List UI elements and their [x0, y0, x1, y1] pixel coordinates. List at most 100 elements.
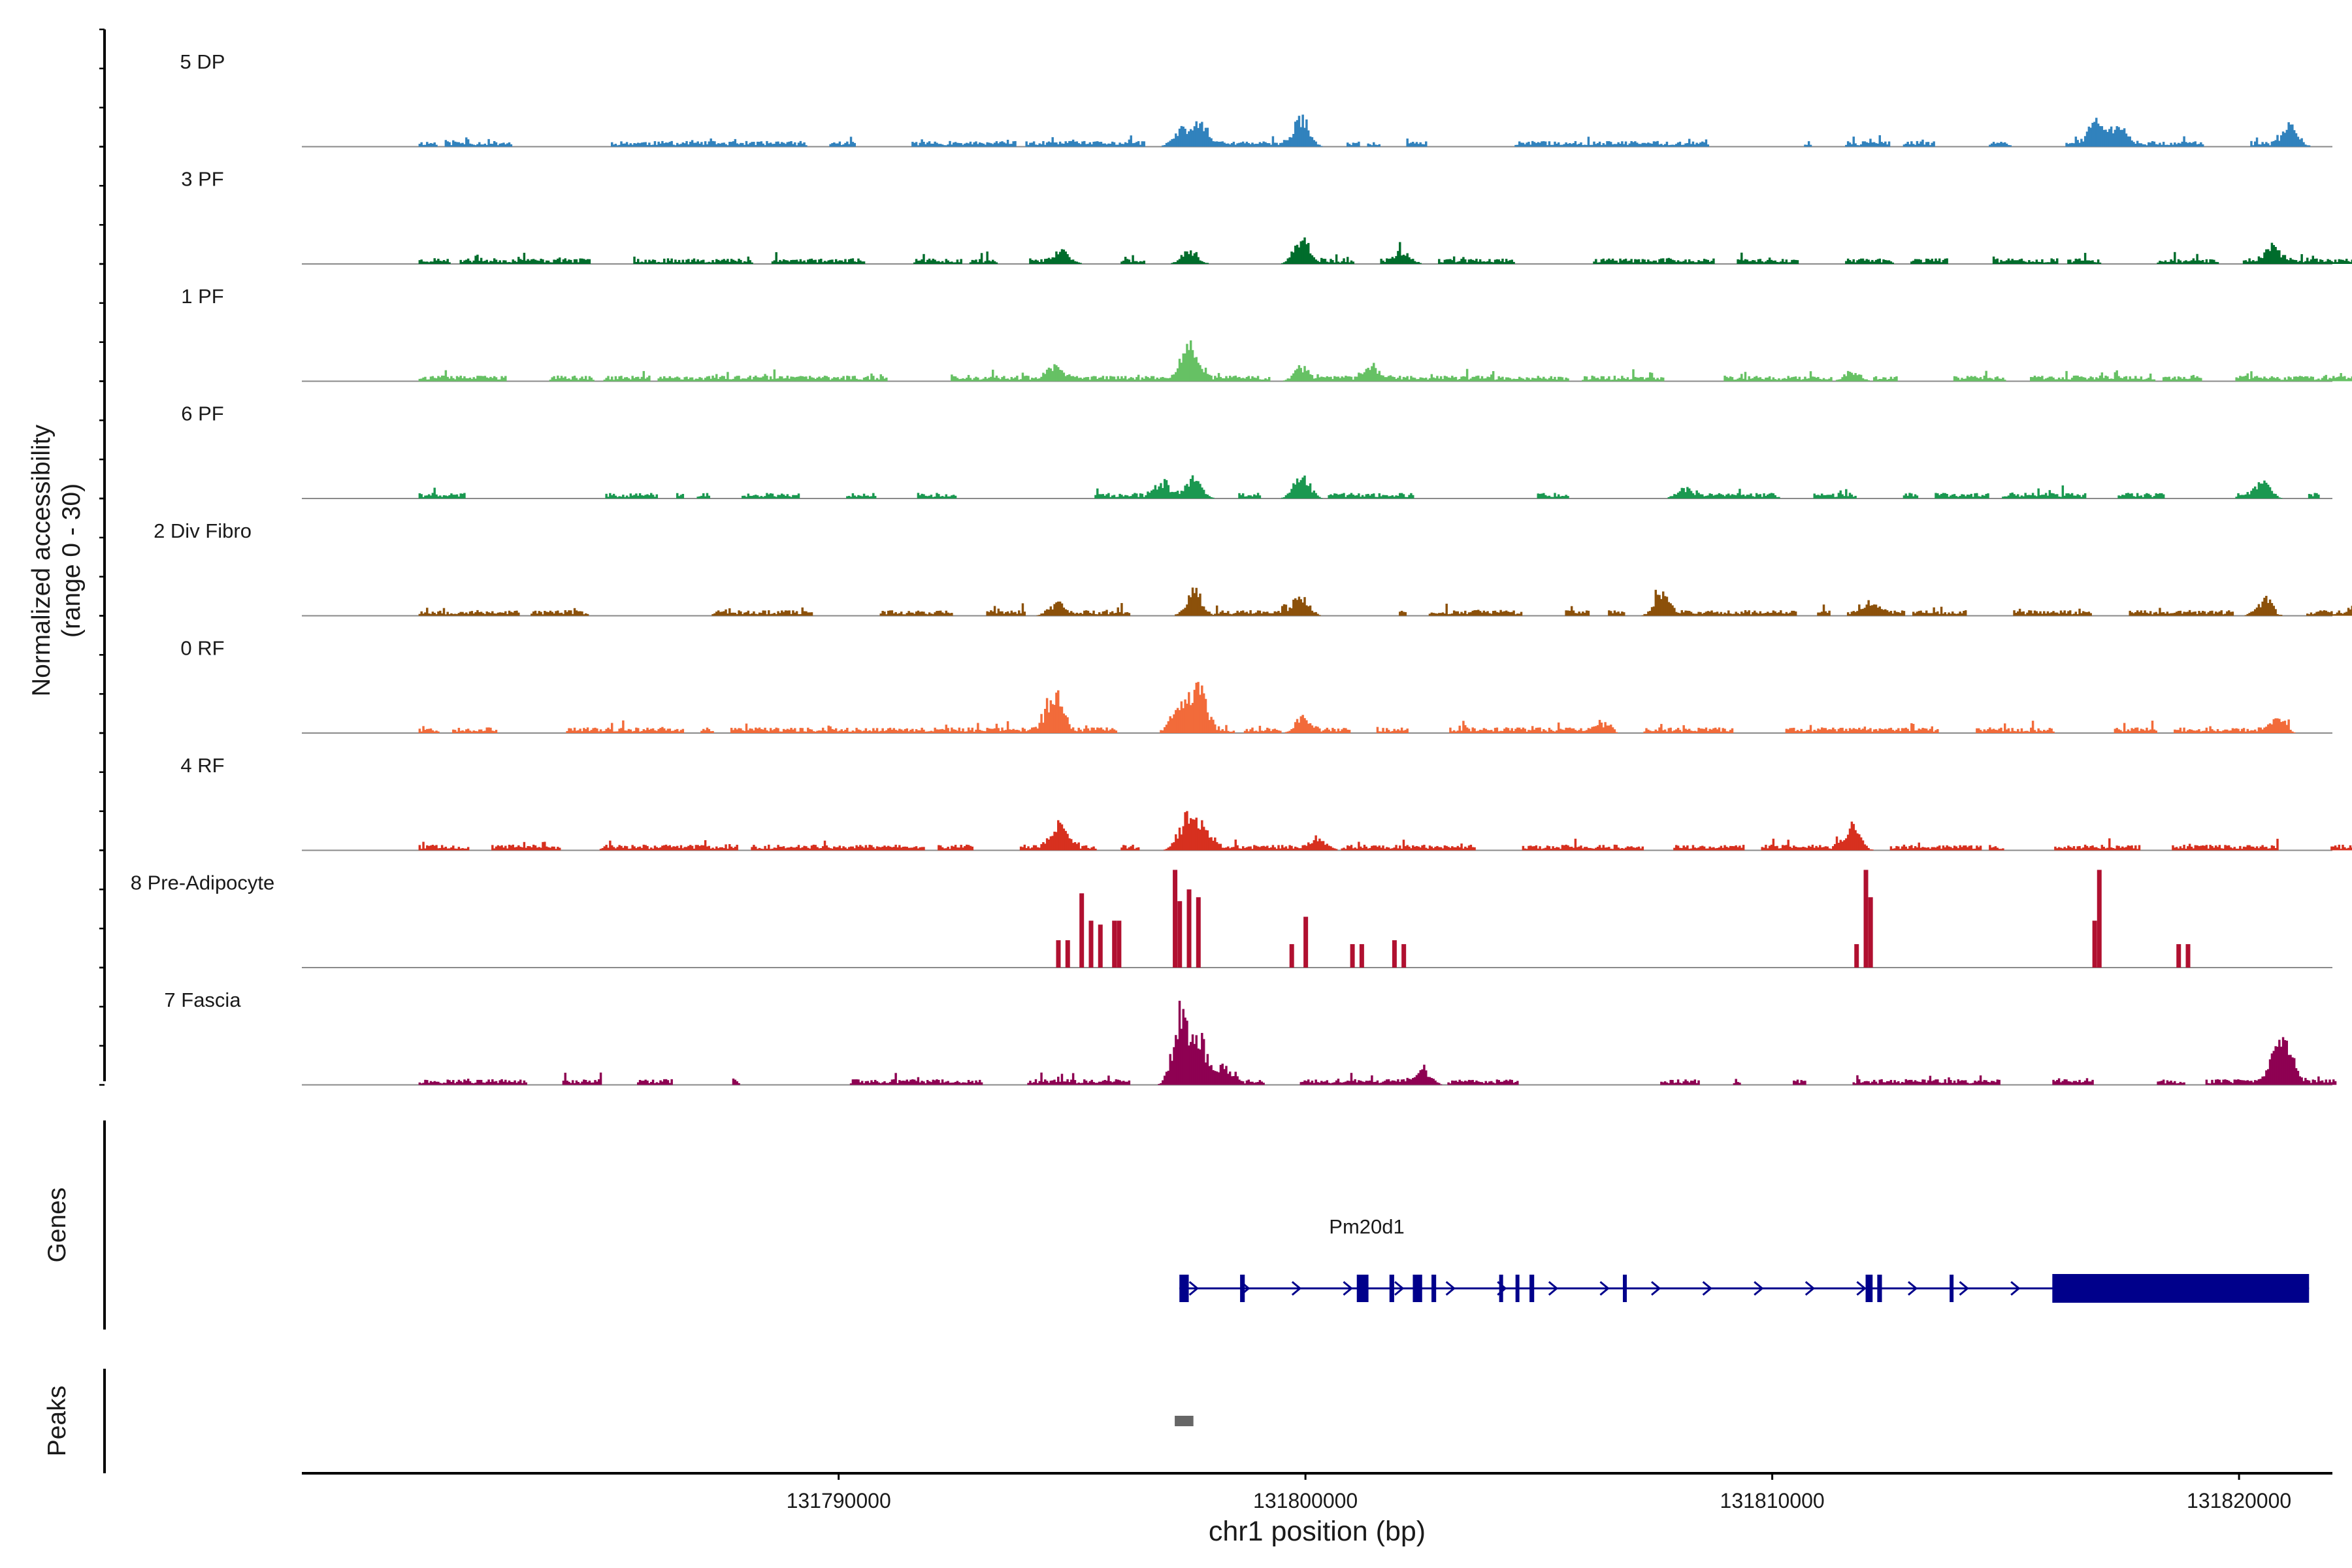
- coverage-bin: [1718, 613, 1721, 616]
- coverage-bin: [623, 143, 627, 147]
- coverage-bin: [1772, 377, 1775, 382]
- coverage-bin: [1774, 260, 1776, 264]
- coverage-bin: [1460, 376, 1463, 382]
- coverage-bin: [2009, 260, 2012, 264]
- coverage-bin: [1940, 494, 1943, 498]
- coverage-bin: [1202, 693, 1205, 733]
- coverage-bin: [2198, 260, 2200, 264]
- coverage-bin: [1820, 727, 1823, 733]
- coverage-bin: [1137, 497, 1140, 498]
- coverage-bin: [984, 731, 987, 733]
- coverage-bin: [1712, 258, 1715, 264]
- coverage-bin: [1279, 612, 1282, 616]
- coverage-bin: [422, 377, 425, 382]
- coverage-bin: [799, 376, 802, 382]
- coverage-bin: [1348, 376, 1351, 382]
- coverage-bin: [1785, 259, 1788, 264]
- coverage-bin: [934, 727, 936, 733]
- coverage-bin: [1139, 493, 1142, 498]
- coverage-bin: [2153, 141, 2156, 147]
- coverage-bin: [831, 259, 834, 264]
- coverage-bin: [1053, 704, 1056, 733]
- coverage-bin: [930, 730, 933, 733]
- coverage-bin: [1105, 727, 1108, 733]
- coverage-bin: [1682, 261, 1685, 264]
- coverage-bin: [2039, 495, 2042, 498]
- coverage-bin: [1227, 143, 1230, 147]
- coverage-bin: [663, 845, 666, 851]
- coverage-bin: [1669, 496, 1672, 498]
- coverage-bin: [1267, 143, 1271, 147]
- coverage-bin: [928, 495, 931, 498]
- coverage-bin: [1807, 378, 1810, 382]
- coverage-bin: [540, 259, 542, 264]
- coverage-bin: [1948, 497, 1950, 498]
- coverage-bin: [1484, 728, 1487, 733]
- coverage-bin: [1352, 261, 1355, 264]
- coverage-bin: [1703, 496, 1706, 498]
- coverage-bin: [1867, 729, 1870, 733]
- coverage-bin: [1208, 496, 1211, 498]
- coverage-bin: [1654, 260, 1658, 264]
- coverage-bin: [2146, 612, 2148, 616]
- coverage-bin: [1038, 261, 1041, 264]
- coverage-bin: [956, 378, 959, 382]
- coverage-bin: [575, 259, 578, 264]
- coverage-bin: [468, 730, 472, 733]
- coverage-bin: [1815, 378, 1818, 382]
- coverage-bin: [1029, 142, 1032, 147]
- coverage-bin: [1294, 370, 1297, 382]
- coverage-bin: [2255, 489, 2259, 498]
- coverage-bin: [700, 730, 703, 733]
- coverage-bin: [1669, 603, 1672, 616]
- coverage-bin: [1514, 379, 1517, 382]
- coverage-bin: [1393, 497, 1396, 498]
- coverage-bin: [1848, 613, 1852, 616]
- coverage-bin: [1214, 376, 1217, 382]
- coverage-bin: [1120, 495, 1123, 498]
- coverage-bin: [1490, 261, 1493, 264]
- coverage-bin: [629, 848, 632, 851]
- coverage-bin: [2052, 259, 2055, 264]
- coverage-bin: [1477, 375, 1480, 382]
- coverage-bin: [2020, 258, 2023, 264]
- coverage-bin: [1014, 612, 1017, 616]
- coverage-bin: [1992, 142, 1995, 147]
- coverage-bin: [1731, 728, 1734, 733]
- coverage-bin: [2213, 613, 2215, 616]
- coverage-bin: [1254, 378, 1258, 382]
- coverage-bin: [1527, 378, 1530, 382]
- coverage-bin: [1378, 731, 1381, 733]
- coverage-bin: [1893, 610, 1896, 616]
- coverage-bin: [1079, 378, 1082, 382]
- coverage-bin: [1725, 613, 1728, 616]
- coverage-bin: [431, 143, 434, 147]
- coverage-bin: [1031, 378, 1034, 382]
- coverage-bin: [676, 261, 679, 264]
- coverage-bin: [717, 378, 720, 382]
- coverage-bin: [823, 261, 826, 264]
- coverage-bin: [1171, 263, 1173, 264]
- coverage-bin: [461, 378, 464, 382]
- coverage-bin: [1663, 262, 1667, 264]
- coverage-bin: [1828, 495, 1831, 498]
- coverage-bin: [1658, 727, 1661, 733]
- coverage-bin: [1393, 258, 1396, 264]
- coverage-bin: [708, 495, 711, 498]
- coverage-bin: [2159, 608, 2161, 616]
- coverage-bin: [534, 845, 537, 851]
- coverage-bin: [1219, 141, 1222, 147]
- coverage-bin: [1708, 493, 1711, 498]
- coverage-bin: [917, 610, 920, 616]
- coverage-bin: [2085, 612, 2089, 616]
- coverage-bin: [805, 846, 808, 851]
- coverage-bin: [1647, 142, 1650, 147]
- coverage-bin: [969, 845, 972, 851]
- coverage-bin: [636, 495, 640, 498]
- coverage-bin: [1186, 604, 1188, 616]
- coverage-bin: [1124, 612, 1127, 616]
- coverage-bin: [2067, 259, 2070, 264]
- coverage-bin: [1454, 731, 1458, 733]
- coverage-bin: [1163, 378, 1166, 382]
- coverage-bin: [1565, 727, 1567, 733]
